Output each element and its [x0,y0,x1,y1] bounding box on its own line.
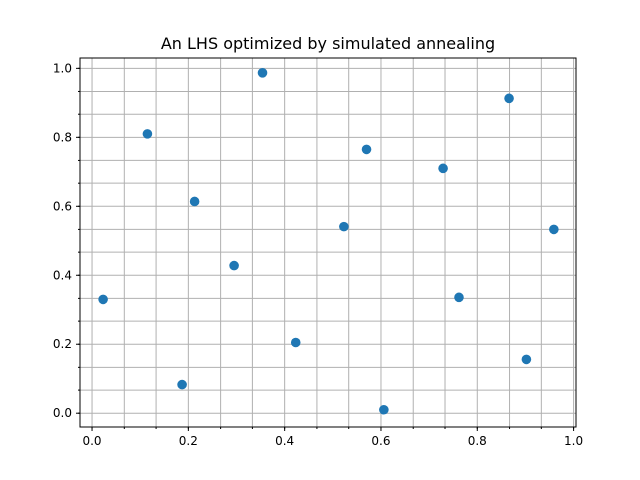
grid [80,58,576,427]
axis-ticks: 0.0 0.2 0.4 0.6 0.8 1.0 0.0 0.2 0.4 0.6 0.8 1.0 [53,61,583,448]
scatter-point [177,379,187,390]
x-tick-label: 0.6 [371,434,390,448]
scatter-point [521,354,532,365]
x-tick-label: 0.2 [179,434,198,448]
scatter-point [257,68,268,78]
y-tick-label: 0.6 [53,199,72,213]
scatter-point [290,337,301,348]
scatter-point [361,144,372,155]
scatter-point [98,294,108,305]
y-tick-label: 1.0 [53,61,72,75]
x-tick-label: 0.8 [468,434,487,448]
scatter-point [438,163,448,174]
y-tick-label: 0.2 [53,337,72,351]
plot-frame [79,57,577,428]
scatter-point [339,221,349,232]
y-tick-label: 0.0 [53,406,72,420]
scatter-point [189,196,200,207]
y-tick-label: 0.8 [53,130,72,144]
x-tick-label: 0.4 [275,434,294,448]
chart-title: An LHS optimized by simulated annealing [161,34,495,53]
x-tick-label: 0.0 [82,434,101,448]
scatter-point [379,404,389,415]
scatter-point [454,292,464,303]
x-tick-label: 1.0 [564,434,583,448]
scatter-point [142,129,153,139]
scatter-point [504,93,514,104]
scatter-point [549,224,559,235]
data-points [98,68,559,415]
y-tick-label: 0.4 [53,268,72,282]
scatter-point [229,260,239,271]
